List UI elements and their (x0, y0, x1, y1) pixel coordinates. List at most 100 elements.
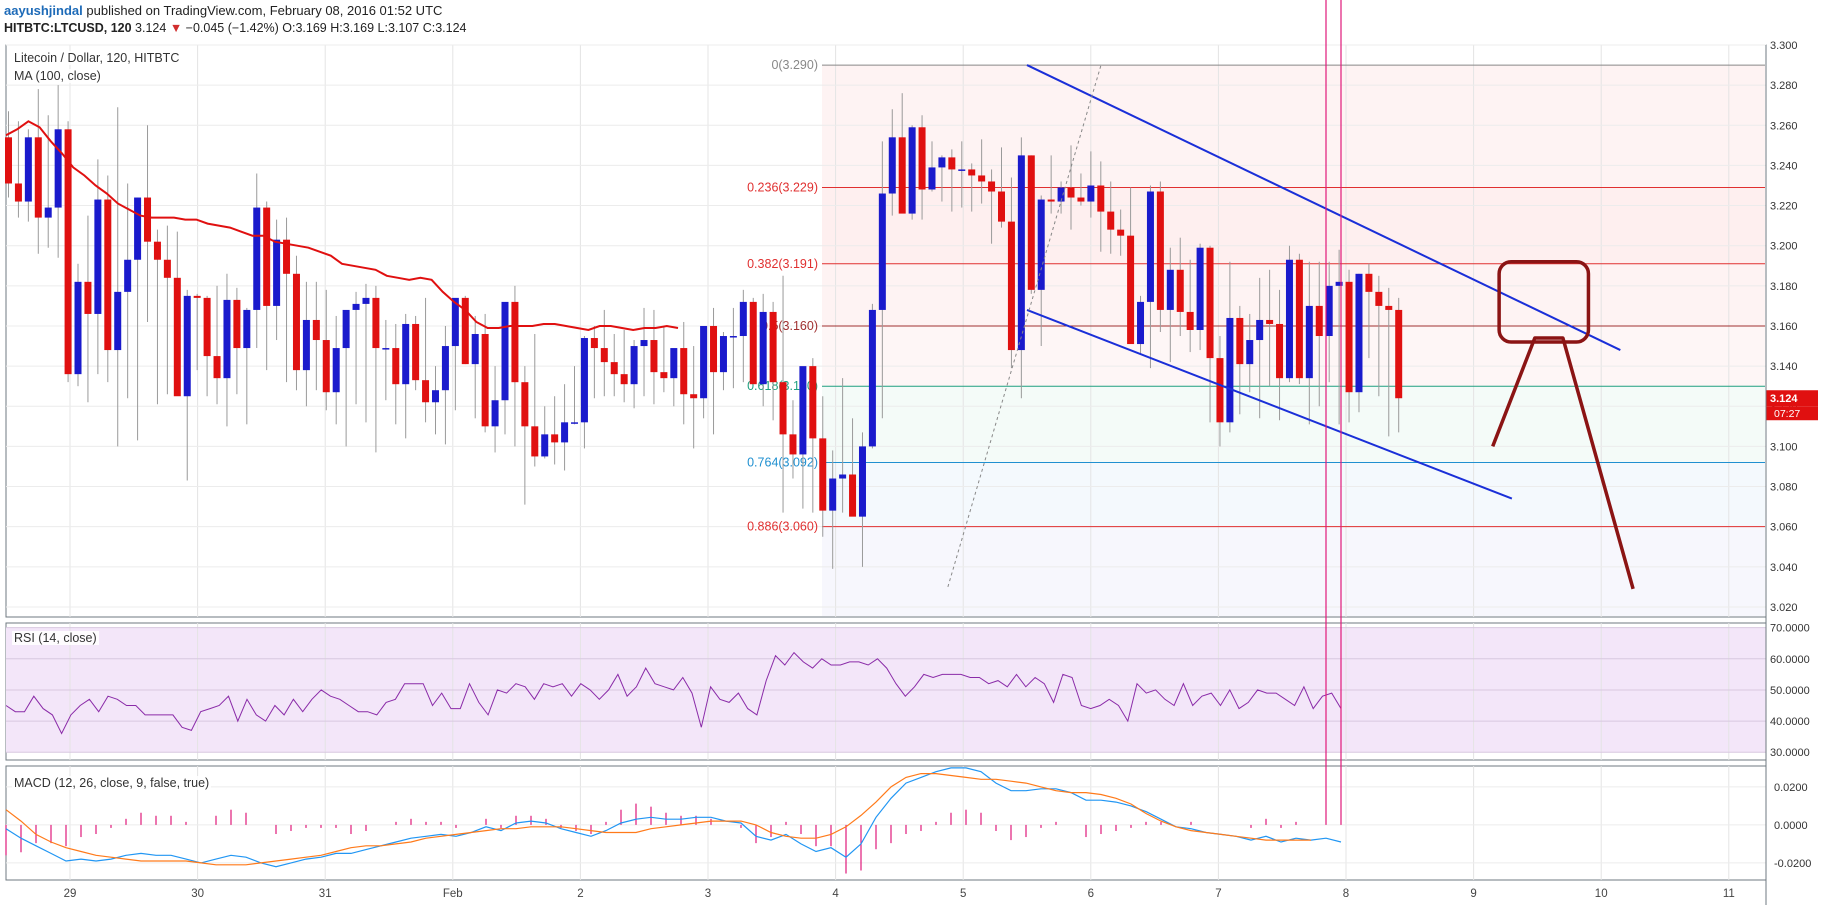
candle-up (1137, 301, 1145, 345)
last-price: 3.124 (135, 21, 167, 35)
candle-down (263, 207, 271, 306)
candle-down (511, 301, 519, 383)
candle-up (700, 325, 708, 399)
candle-down (521, 382, 529, 427)
candle-down (779, 382, 787, 435)
candle-down (461, 297, 469, 365)
candle-up (332, 348, 340, 393)
candle-down (849, 474, 857, 517)
candle-down (610, 362, 618, 375)
candle-up (858, 446, 866, 517)
candle-up (134, 197, 142, 260)
candle-down (34, 137, 42, 218)
candle-down (5, 137, 12, 184)
candle-down (1176, 269, 1184, 312)
price-axis-label: 3.160 (1770, 321, 1798, 333)
fib-level-label: 0.382(3.191) (747, 257, 818, 271)
candle-down (1266, 319, 1274, 324)
fib-zone (822, 187, 1765, 264)
x-tick-label: 10 (1595, 888, 1608, 900)
candle-up (561, 422, 569, 443)
x-tick-label: 31 (319, 888, 332, 900)
candle-up (829, 478, 837, 511)
candle-down (1067, 187, 1075, 198)
candle-down (1375, 291, 1383, 306)
candle-up (491, 400, 499, 427)
candle-down (978, 175, 986, 182)
candle-up (938, 157, 946, 168)
candle-down (650, 340, 658, 373)
price-change: −0.045 (−1.42%) (185, 21, 279, 35)
candle-up (541, 434, 549, 457)
macd-axis-label: 0.0200 (1774, 782, 1808, 794)
rsi-axis-label: 60.0000 (1770, 654, 1810, 666)
candle-up (253, 207, 261, 310)
candle-down (1345, 281, 1353, 393)
candle-down (412, 323, 420, 381)
candle-down (660, 372, 668, 379)
candle-up (799, 366, 807, 455)
candle-down (1276, 323, 1284, 379)
trendline-lower (1026, 308, 1513, 500)
countdown-tag (1766, 406, 1818, 421)
candle-up (223, 299, 231, 379)
candle-down (690, 394, 698, 399)
candle-up (1057, 187, 1065, 202)
candle-down (422, 380, 430, 403)
x-tick-label: 5 (960, 888, 966, 900)
candle-down (1097, 185, 1105, 212)
author-link[interactable]: aayushjindal (4, 3, 83, 18)
price-axis-label: 3.280 (1770, 80, 1798, 92)
candle-down (1027, 155, 1035, 290)
candle-down (1236, 317, 1244, 365)
candle-up (839, 474, 847, 479)
candle-up (1246, 340, 1254, 365)
candle-up (1325, 285, 1333, 337)
candle-down (1216, 358, 1224, 423)
candle-down (769, 311, 777, 383)
down-arrow-icon: ▼ (169, 21, 183, 35)
candle-down (710, 325, 718, 373)
trendline-upper (1026, 64, 1621, 351)
candle-up (1335, 281, 1343, 286)
signal-line (5, 772, 1311, 866)
candle-up (729, 336, 737, 338)
candle-down (531, 426, 539, 457)
candle-down (1156, 191, 1164, 310)
candle-down (481, 334, 489, 427)
candle-down (144, 197, 152, 242)
price-axis-label: 3.220 (1770, 201, 1798, 213)
candle-down (392, 348, 400, 385)
candle-up (571, 422, 579, 424)
candle-down (1107, 211, 1115, 230)
symbol-bar: HITBTC:LTCUSD, 120 3.124 ▼ −0.045 (−1.42… (4, 21, 467, 35)
candle-down (600, 348, 608, 363)
candle-up (382, 348, 390, 350)
rsi-line (5, 651, 1342, 735)
x-tick-label: 6 (1088, 888, 1094, 900)
candle-down (1206, 247, 1214, 359)
candle-up (24, 137, 32, 202)
candle-up (1017, 155, 1025, 351)
x-tick-label: 8 (1343, 888, 1349, 900)
fib-zone (822, 386, 1765, 463)
candle-up (958, 169, 966, 171)
candle-up (908, 127, 916, 214)
rsi-axis-label: 40.0000 (1770, 716, 1810, 728)
fib-zone (822, 526, 1765, 616)
x-tick-label: 7 (1215, 888, 1221, 900)
candle-up (471, 334, 479, 365)
candle-down (84, 281, 92, 314)
candle-up (1037, 199, 1045, 290)
candle-up (640, 340, 648, 347)
candle-down (819, 438, 827, 511)
candle-down (193, 295, 201, 298)
candle-up (302, 319, 310, 371)
price-axis-label: 3.060 (1770, 522, 1798, 534)
price-axis-label: 3.080 (1770, 482, 1798, 494)
candle-up (928, 167, 936, 190)
candle-up (1285, 259, 1293, 379)
candle-down (173, 277, 181, 397)
high-value: H:3.169 (330, 21, 375, 35)
